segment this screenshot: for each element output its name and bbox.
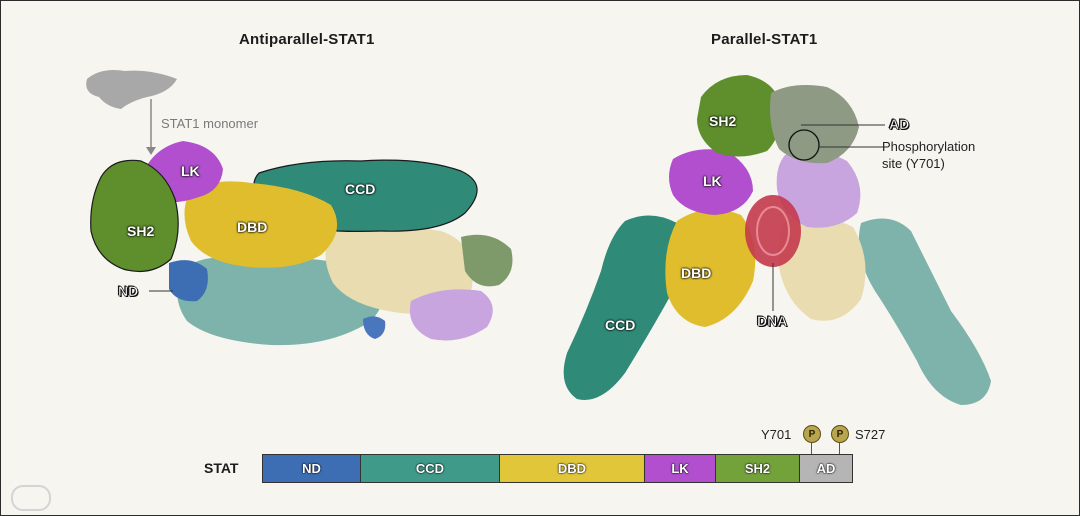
label-ccd-left: CCD (345, 181, 376, 197)
title-parallel: Parallel-STAT1 (711, 31, 818, 48)
label-dbd-right: DBD (681, 265, 712, 281)
nd-small-domain (363, 316, 386, 339)
label-sh2-right: SH2 (709, 113, 737, 129)
label-ccd-right: CCD (605, 317, 636, 333)
label-lk-left: LK (181, 163, 200, 179)
phospho-stem-y701 (811, 443, 812, 454)
label-nd-left: ND (118, 283, 139, 300)
label-lk-right: LK (703, 173, 722, 189)
phospho-badge-y701: P (803, 425, 821, 443)
domain-segment-lk: LK (645, 455, 716, 482)
lk-right-right-domain (776, 151, 861, 228)
sh2-front-domain (90, 159, 179, 272)
dna-helix-inner (756, 206, 790, 256)
title-antiparallel: Antiparallel-STAT1 (239, 31, 375, 48)
lk-back-domain (409, 289, 493, 341)
dbd-right-right-domain (778, 216, 866, 321)
phospho-stem-s727 (839, 443, 840, 454)
watermark-icon (11, 485, 51, 511)
phospho-site-circle (788, 129, 820, 161)
sh2-back-domain (461, 234, 513, 287)
phospho-label-line2: site (Y701) (882, 156, 945, 171)
domain-bar: ND CCD DBD LK SH2 AD (262, 454, 853, 483)
phospho-badge-s727: P (831, 425, 849, 443)
monomer-label: STAT1 monomer (161, 116, 259, 131)
sh2-right-domain (697, 75, 782, 157)
domain-segment-ccd: CCD (361, 455, 500, 482)
domain-bar-label: STAT (204, 460, 239, 476)
domain-segment-nd: ND (263, 455, 361, 482)
label-dbd-left: DBD (237, 219, 268, 235)
label-dna: DNA (757, 313, 788, 330)
ccd-right-right-arm (858, 218, 991, 405)
dna-helix (745, 195, 801, 267)
domain-segment-dbd: DBD (500, 455, 645, 482)
domain-segment-ad: AD (800, 455, 852, 482)
watermark-logo (11, 485, 51, 511)
label-sh2-left: SH2 (127, 223, 155, 239)
dbd-front-domain (184, 181, 338, 268)
monomer-silhouette (86, 70, 177, 109)
domain-segment-sh2: SH2 (716, 455, 800, 482)
ad-right-domain (770, 85, 859, 164)
ccd-right-left-arm (563, 215, 684, 400)
monomer-arrowhead (146, 147, 156, 155)
dbd-right-left-domain (665, 209, 756, 327)
nd-left-domain (169, 260, 208, 302)
site-label-s727: S727 (855, 427, 886, 442)
site-label-y701: Y701 (761, 427, 792, 442)
phospho-label-line1: Phosphorylation (882, 139, 976, 154)
lk-right-left-domain (669, 149, 753, 215)
label-ad-right: AD (889, 116, 910, 133)
